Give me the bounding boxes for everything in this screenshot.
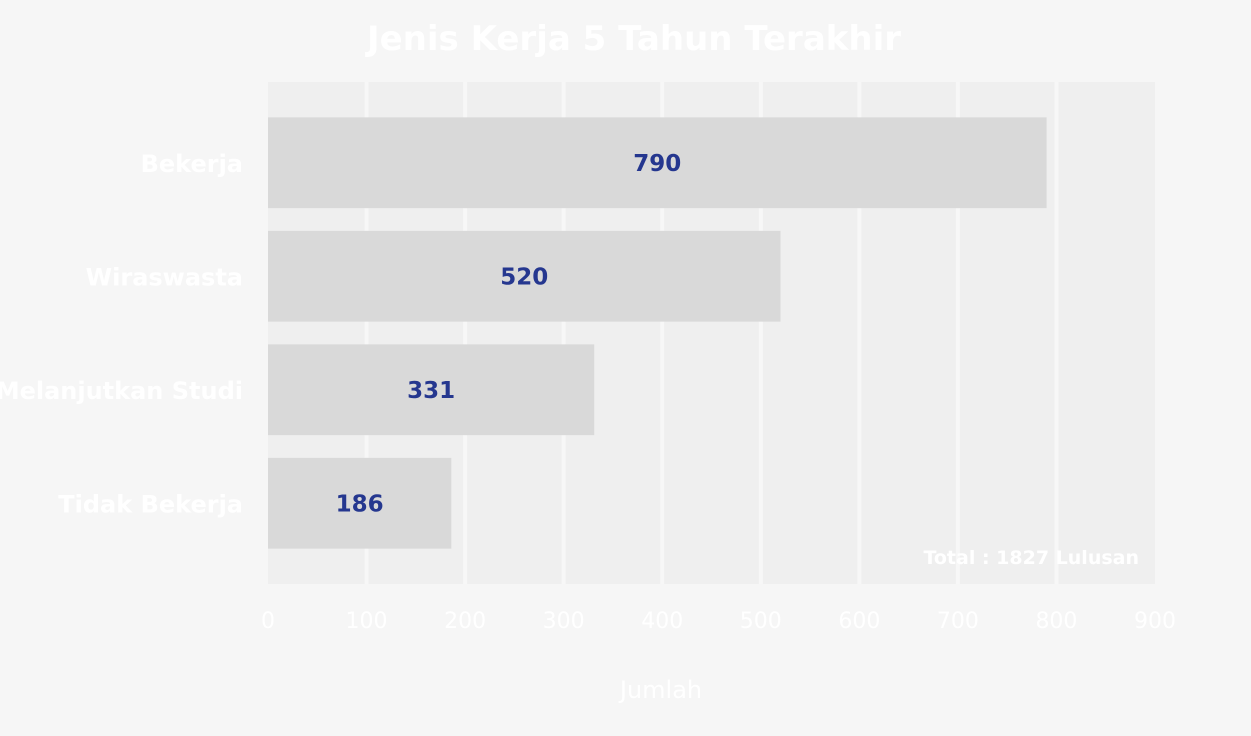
- bar: [268, 457, 452, 549]
- category-label: Tidak Bekerja: [58, 490, 243, 518]
- category-label: Bekerja: [141, 150, 243, 178]
- bar-value-label: 790: [633, 151, 681, 177]
- x-axis-ticks: 0 100 200 300 400 500 600 700 800 900: [261, 609, 1176, 634]
- x-tick-label: 600: [838, 609, 880, 634]
- bar-value-label: 331: [407, 378, 455, 404]
- bar: [268, 230, 781, 322]
- bar: [268, 344, 595, 436]
- category-label: Wiraswasta: [86, 263, 243, 291]
- category-label: Melanjutkan Studi: [0, 377, 243, 405]
- bar-value-label: 186: [336, 491, 384, 517]
- x-tick-label: 100: [346, 609, 388, 634]
- bars: [268, 117, 1047, 549]
- bar: [268, 117, 1047, 209]
- x-tick-label: 400: [641, 609, 683, 634]
- chart-title: Jenis Kerja 5 Tahun Terakhir: [365, 19, 901, 59]
- bar-value-label: 520: [500, 264, 548, 290]
- x-tick-label: 500: [740, 609, 782, 634]
- x-tick-label: 800: [1035, 609, 1077, 634]
- x-tick-label: 700: [937, 609, 979, 634]
- value-labels: 790 520 331 186: [336, 151, 682, 518]
- x-tick-label: 900: [1134, 609, 1176, 634]
- x-axis-title: Jumlah: [618, 676, 702, 704]
- x-tick-label: 200: [444, 609, 486, 634]
- category-labels: Bekerja Wiraswasta Melanjutkan Studi Tidak …: [0, 150, 243, 519]
- x-tick-label: 300: [543, 609, 585, 634]
- x-tick-label: 0: [261, 609, 275, 634]
- total-annotation: Total : 1827 Lulusan: [923, 547, 1139, 569]
